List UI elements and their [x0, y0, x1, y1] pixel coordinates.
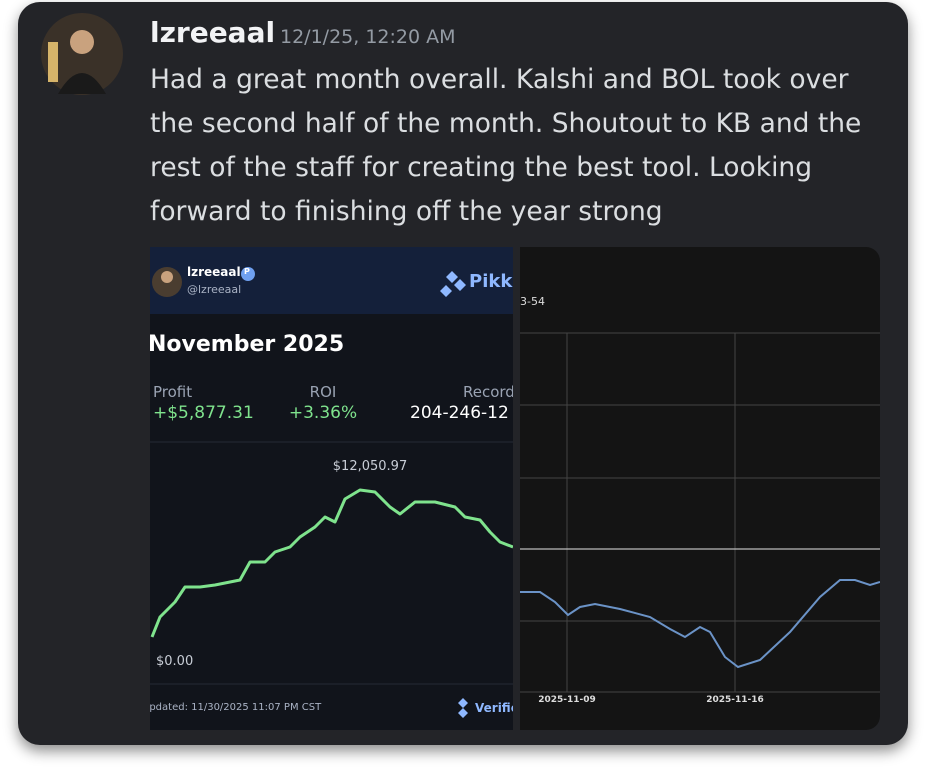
peak-label: $12,050.97 — [332, 459, 408, 474]
message-text: Had a great month overall. Kalshi and BO… — [150, 64, 862, 227]
verified: Verified — [475, 701, 513, 715]
graph-graphics — [520, 332, 880, 693]
pikkit-card[interactable]: lzreeaal P @lzreeaal Pikkit November 202… — [150, 247, 513, 730]
stat-value: +3.36% — [288, 403, 358, 423]
stat-value: 204-246-12 — [410, 403, 509, 423]
card-title: November 2025 — [150, 332, 345, 357]
date-label: 2025-11-16 — [706, 695, 764, 705]
stat-label: Record — [463, 383, 513, 401]
card-name: lzreeaal — [187, 265, 241, 279]
stat-value: +$5,877.31 — [153, 403, 254, 423]
timestamp: 12/1/25, 12:20 AM — [280, 26, 456, 48]
base-label: $0.00 — [156, 654, 194, 669]
badge: P — [244, 267, 250, 276]
author-name[interactable]: lzreeaal — [150, 16, 276, 49]
updated: Updated: 11/30/2025 11:07 PM CST — [150, 702, 322, 713]
date-label: 2025-11-09 — [538, 695, 596, 705]
record-text: 3-54 — [520, 295, 545, 308]
card-handle: @lzreeaal — [187, 283, 242, 296]
stat-label: Profit — [153, 383, 193, 401]
stat-label: ROI — [309, 383, 337, 401]
balance-graph[interactable]: 3-54 2025-11-09 2025-11-16 — [520, 247, 880, 730]
message-panel: lzreeaal 12/1/25, 12:20 AM Had a great m… — [18, 2, 908, 745]
avatar — [41, 13, 123, 95]
brand: Pikkit — [469, 271, 513, 292]
card-graphics — [150, 247, 513, 718]
